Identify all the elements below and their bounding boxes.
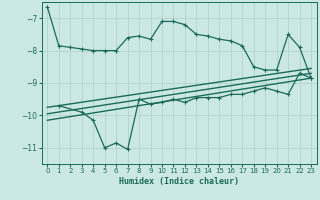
X-axis label: Humidex (Indice chaleur): Humidex (Indice chaleur) [119, 177, 239, 186]
